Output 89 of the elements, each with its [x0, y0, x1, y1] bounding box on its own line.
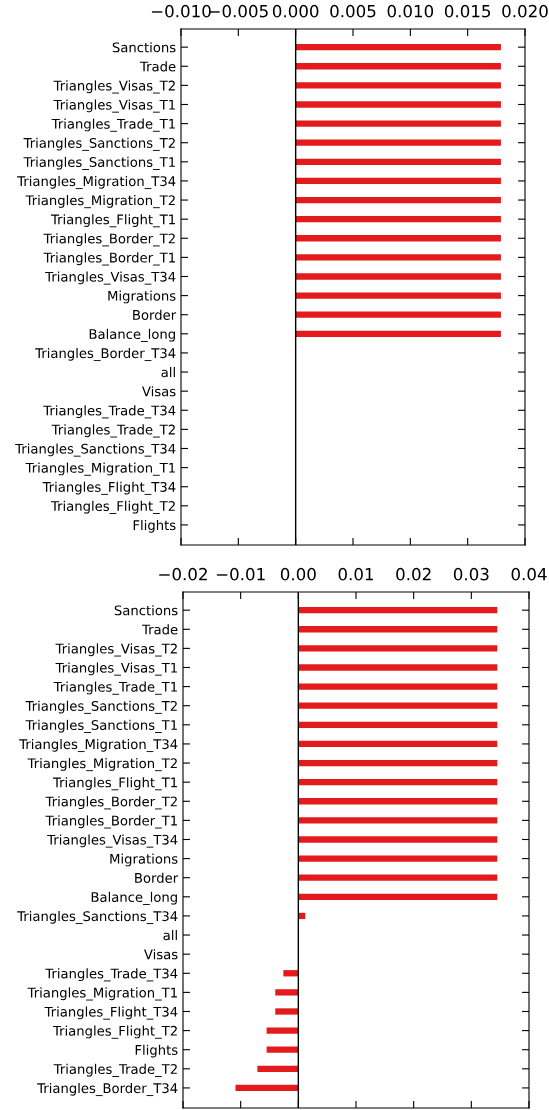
y-tick-label: Migrations [110, 853, 178, 867]
x-tick-label: 0.04 [511, 567, 547, 581]
y-tick-label: Triangles_Sanctions_T34 [15, 443, 176, 457]
y-tick-label: Triangles_Migration_T34 [19, 738, 178, 753]
y-tick-label: Visas [144, 949, 178, 960]
y-tick-label: Triangles_Flight_T34 [42, 481, 176, 495]
x-tick-label: 0.015 [444, 4, 491, 18]
y-tick-label: Triangles_Visas_T2 [53, 80, 175, 94]
y-tick-label: Triangles_Border_T1 [45, 815, 177, 829]
bar [298, 779, 498, 786]
bar [257, 1065, 299, 1072]
y-tick-label: Triangles_Border_T2 [45, 796, 177, 810]
bar [298, 893, 498, 900]
bar [298, 855, 498, 862]
bar [298, 702, 498, 709]
bar [275, 989, 299, 996]
x-tick-label: 0.02 [396, 567, 431, 581]
bar [266, 1046, 299, 1053]
x-tick-label: 0.005 [330, 4, 376, 18]
bar [298, 817, 498, 824]
y-tick-label: Migrations [108, 290, 176, 304]
bar [298, 664, 498, 671]
y-tick-label: Triangles_Migration_T2 [27, 758, 177, 772]
bar [298, 721, 498, 728]
bar [298, 626, 498, 633]
y-tick-label: Sanctions [114, 605, 178, 616]
y-tick-label: Balance_long [89, 328, 175, 342]
bar [298, 874, 498, 881]
y-tick-label: Triangles_Trade_T34 [45, 968, 178, 982]
y-tick-label: all [163, 930, 177, 941]
y-tick-label: all [161, 367, 175, 378]
bar [298, 759, 498, 767]
y-tick-label: Triangles_Flight_T1 [52, 777, 177, 791]
bar [298, 798, 498, 805]
x-tick-label: 0.03 [453, 567, 489, 581]
y-tick-label: Triangles_Migration_T1 [27, 987, 177, 1001]
y-tick-label: Triangles_Flight_T1 [50, 214, 175, 228]
bar [266, 1027, 299, 1034]
y-tick-label: Trade [139, 61, 176, 72]
y-tick-label: Triangles_Sanctions_T1 [23, 156, 175, 170]
y-tick-label: Triangles_Flight_T2 [50, 500, 175, 514]
x-tick-label: −0.010 [151, 4, 211, 18]
x-tick-label: 0.020 [502, 4, 548, 18]
bar [298, 740, 498, 748]
y-tick-label: Triangles_Sanctions_T2 [23, 137, 175, 151]
x-tick-label: 0.01 [338, 567, 374, 581]
y-tick-label: Sanctions [112, 42, 176, 53]
bar [298, 836, 498, 843]
y-tick-label: Triangles_Border_T34 [35, 347, 176, 362]
y-tick-label: Triangles_Migration_T1 [25, 462, 175, 476]
y-tick-label: Triangles_Migration_T34 [17, 175, 176, 190]
y-tick-label: Triangles_Trade_T2 [51, 424, 175, 438]
bar [283, 970, 299, 977]
x-tick-label: 0.010 [387, 4, 434, 18]
y-tick-label: Triangles_Flight_T34 [44, 1006, 178, 1020]
bar [298, 607, 498, 614]
bar [298, 645, 498, 652]
y-tick-label: Triangles_Visas_T2 [55, 643, 177, 657]
y-tick-label: Triangles_Border_T34 [37, 1082, 178, 1097]
y-tick-label: Triangles_Trade_T2 [53, 1063, 177, 1077]
y-tick-label: Triangles_Border_T1 [43, 252, 175, 266]
bar [275, 1008, 299, 1015]
y-tick-label: Triangles_Trade_T1 [51, 118, 175, 132]
bar [235, 1084, 299, 1092]
y-tick-label: Triangles_Flight_T2 [52, 1025, 177, 1039]
x-tick-label: 0.000 [272, 4, 319, 18]
y-tick-label: Triangles_Visas_T34 [47, 834, 178, 848]
x-tick-label: 0.00 [280, 567, 316, 581]
y-tick-label: Triangles_Sanctions_T2 [25, 700, 177, 714]
x-tick-label: −0.02 [159, 567, 207, 581]
y-tick-label: Triangles_Border_T2 [43, 233, 175, 247]
y-tick-label: Trade [141, 624, 178, 635]
y-tick-label: Triangles_Sanctions_T1 [25, 719, 177, 733]
y-tick-label: Triangles_Trade_T1 [53, 681, 177, 695]
y-tick-label: Triangles_Visas_T34 [45, 271, 176, 285]
y-tick-label: Border [135, 872, 179, 883]
y-tick-label: Triangles_Migration_T2 [25, 195, 175, 209]
y-tick-label: Triangles_Trade_T34 [43, 405, 176, 419]
x-tick-label: −0.005 [209, 4, 268, 18]
x-tick-label: −0.01 [216, 567, 265, 581]
y-tick-label: Triangles_Sanctions_T34 [17, 910, 178, 925]
y-tick-label: Flights [133, 519, 176, 533]
y-tick-label: Flights [135, 1044, 178, 1058]
y-tick-label: Visas [142, 386, 176, 397]
y-tick-label: Triangles_Visas_T1 [53, 99, 175, 113]
y-tick-label: Triangles_Visas_T1 [55, 662, 177, 676]
y-tick-label: Border [133, 309, 177, 320]
y-tick-label: Balance_long [91, 891, 177, 905]
bar [298, 683, 498, 690]
